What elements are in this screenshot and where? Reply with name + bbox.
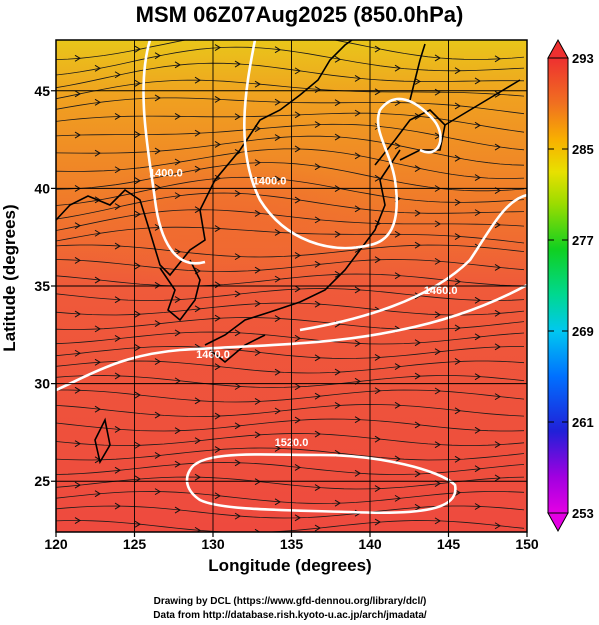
lat-tick-label: 30 <box>34 376 50 392</box>
height-contours <box>56 40 527 515</box>
lon-tick-label: 135 <box>280 536 304 552</box>
axis-ticks: 120 125 130 135 140 145 150 25 30 35 40 45 <box>34 83 538 552</box>
colorbar-tick-label: 277 <box>572 233 594 248</box>
contour-label: 1400.0 <box>253 175 287 187</box>
colorbar-bar <box>547 57 569 514</box>
lon-tick-label: 130 <box>201 536 225 552</box>
colorbar-tick-label: 285 <box>572 142 594 157</box>
colorbar-min-triangle <box>547 512 569 533</box>
lon-tick-label: 140 <box>358 536 382 552</box>
colorbar-tick-label: 293 <box>572 51 594 66</box>
lat-tick-label: 25 <box>34 473 50 489</box>
colorbar-tick-label: 253 <box>572 506 594 521</box>
lon-tick-label: 120 <box>44 536 68 552</box>
colorbar-tick-label: 261 <box>572 415 594 430</box>
x-axis-label: Longitude (degrees) <box>208 556 372 575</box>
lon-tick-label: 125 <box>123 536 147 552</box>
lon-tick-label: 150 <box>515 536 539 552</box>
lat-tick-label: 45 <box>34 83 50 99</box>
map-title: MSM 06Z07Aug2025 (850.0hPa) <box>135 2 464 27</box>
colorbar-tick-label: 269 <box>572 324 594 339</box>
contour-label: 1460.0 <box>424 285 458 297</box>
wind-streamlines <box>56 40 525 532</box>
lat-tick-label: 40 <box>34 180 50 196</box>
lat-tick-label: 35 <box>34 278 50 294</box>
gridlines <box>56 40 527 532</box>
contour-label: 1400.0 <box>149 168 183 180</box>
colorbar-max-triangle <box>547 38 569 59</box>
coastlines <box>56 40 521 465</box>
lon-tick-label: 145 <box>437 536 461 552</box>
credit-drawing: Drawing by DCL (https://www.gfd-dennou.o… <box>153 596 427 607</box>
warm-region <box>80 155 380 295</box>
credit-data: Data from http://database.rish.kyoto-u.a… <box>153 610 427 621</box>
colorbar: 293 285 277 269 261 253 <box>547 38 594 533</box>
